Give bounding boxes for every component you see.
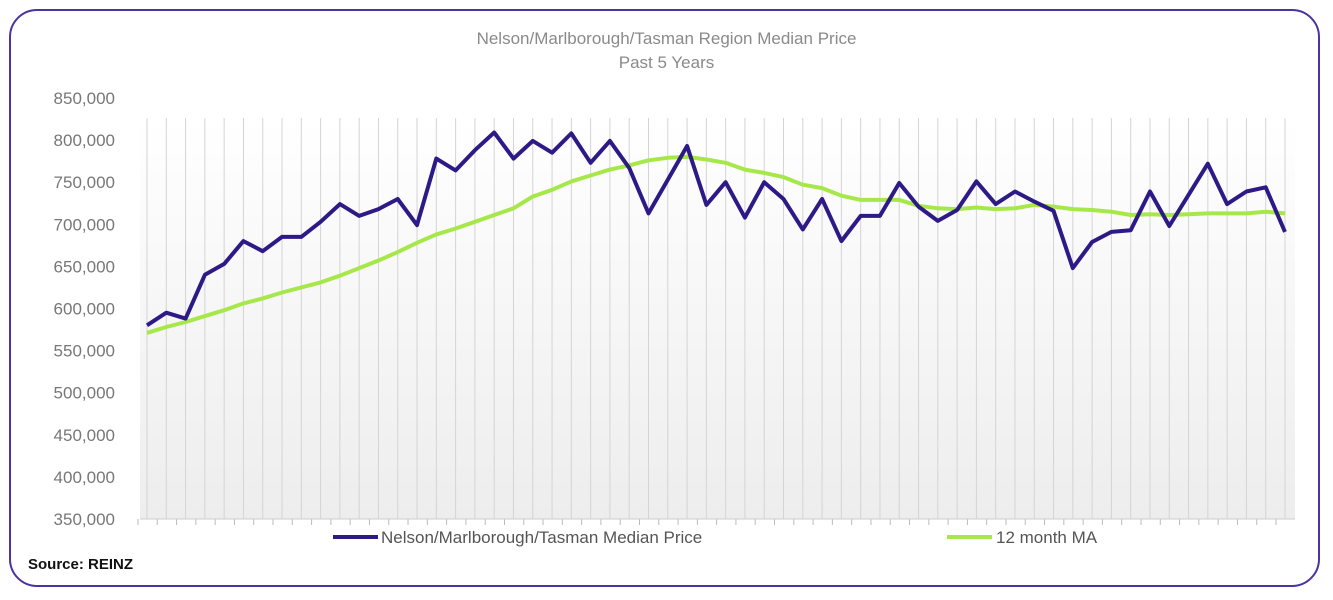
legend-label: 12 month MA (996, 528, 1098, 547)
y-tick-label: 850,000 (54, 89, 115, 108)
y-tick-label: 550,000 (54, 342, 115, 361)
y-tick-label: 750,000 (54, 173, 115, 192)
y-tick-label: 350,000 (54, 510, 115, 529)
y-tick-label: 600,000 (54, 300, 115, 319)
plot-area (140, 118, 1295, 519)
y-tick-label: 700,000 (54, 215, 115, 234)
y-tick-label: 500,000 (54, 384, 115, 403)
series-line-ma (146, 154, 1286, 335)
chart-title: Nelson/Marlborough/Tasman Region Median … (476, 29, 857, 48)
legend-label: Nelson/Marlborough/Tasman Median Price (381, 528, 702, 547)
chart-card (9, 9, 1320, 587)
series-line-median (145, 130, 1287, 327)
y-tick-label: 400,000 (54, 468, 115, 487)
y-tick-label: 800,000 (54, 131, 115, 150)
source-note: Source: REINZ (28, 556, 134, 573)
y-tick-label: 450,000 (54, 426, 115, 445)
y-tick-label: 650,000 (54, 257, 115, 276)
chart-subtitle: Past 5 Years (618, 53, 715, 72)
